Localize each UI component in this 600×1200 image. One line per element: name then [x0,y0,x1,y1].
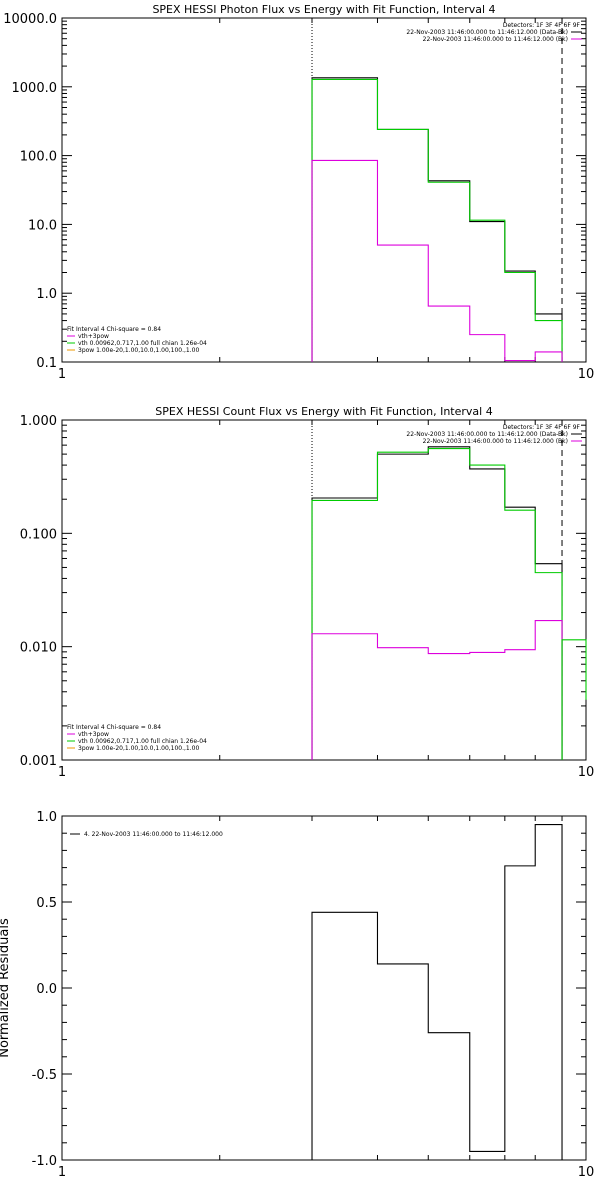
legend-top-right-entry: 22-Nov-2003 11:46:00.000 to 11:46:12.000… [406,29,568,36]
series-2-step-line [311,159,563,362]
legend-top-right-entry: 22-Nov-2003 11:46:00.000 to 11:46:12.000… [423,36,568,43]
y-tick-label: 1.0 [36,287,57,302]
y-tick-label: 10000.0 [3,12,57,27]
legend-bottom-left-entry: vth 0.00962,0.717,1.00 full chian 1.26e-… [78,340,207,347]
panel-title: SPEX HESSI Count Flux vs Energy with Fit… [155,405,492,418]
y-tick-label: 100.0 [20,150,57,165]
y-tick-label: 0.1 [36,356,57,371]
legend-top-right-entry: Detectors: 1F 3F 4F 6F 9F [503,424,581,431]
plot-frame [61,17,587,363]
legend-top-right-entry: 22-Nov-2003 11:46:00.000 to 11:46:12.000… [406,431,568,438]
series-2-step-line [311,619,563,760]
legend-bottom-left-entry: Fit Interval 4 Chi-square = 0.84 [67,724,161,731]
y-tick-label: 0.010 [20,641,57,656]
series-0-step-line [311,824,563,1160]
y-axis-label: Normalized Residuals [0,918,12,1058]
y-tick-label: 1.0 [36,810,57,825]
legend-bottom-left-entry: vth 0.00962,0.717,1.00 full chian 1.26e-… [78,738,207,745]
legend-bottom-left-entry: 3pow 1.00e-20,1.00,10.0,1.00,100.,1.00 [78,745,199,752]
panel-count: SPEX HESSI Count Flux vs Energy with Fit… [20,405,594,780]
legend-bottom-left-entry: vth+3pow [78,333,109,340]
x-tick-label: 1 [58,367,66,382]
panel-title: SPEX HESSI Photon Flux vs Energy with Fi… [152,3,495,16]
plot-frame [61,419,587,761]
y-tick-label: -1.0 [32,1154,57,1169]
plot-frame [61,815,587,1161]
x-tick-label: 1 [58,1165,66,1180]
series-1-step-line [311,447,563,760]
legend-top-right-entry: 22-Nov-2003 11:46:00.000 to 11:46:12.000… [423,438,568,445]
y-tick-label: 0.001 [20,754,57,769]
legend-top-left-entry: 4. 22-Nov-2003 11:46:00.000 to 11:46:12.… [84,831,223,838]
y-tick-label: 1000.0 [12,81,58,96]
y-tick-label: 1.000 [20,414,57,429]
x-tick-label: 1 [58,765,66,780]
x-tick-label: 10 [578,367,595,382]
x-tick-label: 10 [578,765,595,780]
y-tick-label: 0.0 [36,982,57,997]
legend-bottom-left-entry: Fit Interval 4 Chi-square = 0.84 [67,326,161,333]
x-tick-label: 10 [578,1165,595,1180]
y-tick-label: -0.5 [32,1068,57,1083]
series-0-step-line [311,77,563,362]
y-tick-label: 0.5 [36,896,57,911]
series-0-step-line [311,446,563,760]
legend-bottom-left-entry: 3pow 1.00e-20,1.00,10.0,1.00,100.,1.00 [78,347,199,354]
legend-bottom-left-entry: vth+3pow [78,731,109,738]
y-tick-label: 10.0 [28,218,57,233]
y-tick-label: 0.100 [20,527,57,542]
panel-resid: 1 10 -1.0 -0.5 0.0 0.5 1.0 Normalized Residuals… [0,810,594,1180]
legend-top-right-entry: Detectors: 1F 3F 4F 6F 9F [503,22,581,29]
series-extra-segment [561,639,587,760]
series-1-step-line [311,78,563,362]
panel-photon: SPEX HESSI Photon Flux vs Energy with Fi… [3,3,594,382]
